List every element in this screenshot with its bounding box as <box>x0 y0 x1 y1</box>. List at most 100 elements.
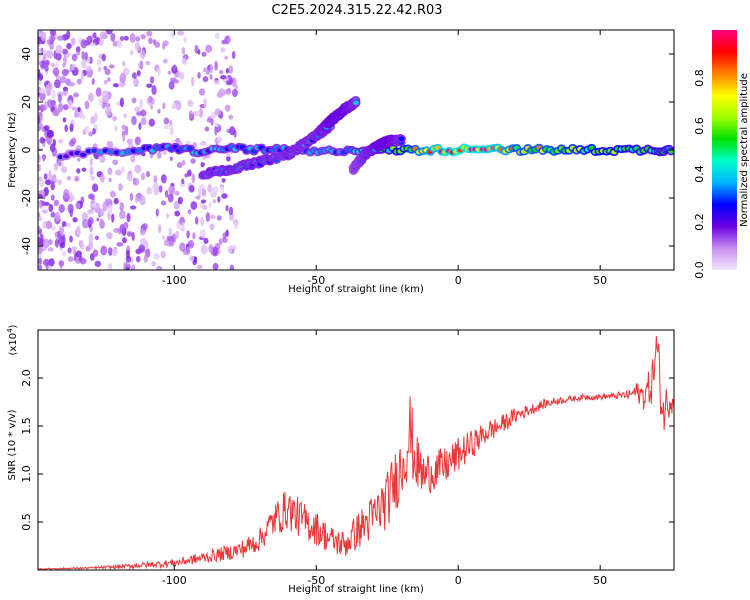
snr-x-tick-label: -50 <box>307 574 325 587</box>
heatmap-cell <box>220 185 224 194</box>
heatmap-cell <box>54 79 61 89</box>
heatmap-cell <box>210 118 214 126</box>
heatmap-cell <box>131 97 137 104</box>
heatmap-cell <box>190 201 198 210</box>
snr-y-axis-title: SNR (10 * v/v) <box>7 409 18 480</box>
heatmap-cell <box>209 223 215 231</box>
heatmap-cell <box>38 225 41 231</box>
heatmap-cell <box>202 204 208 210</box>
heatmap-cell <box>42 50 50 56</box>
heatmap-cell <box>145 61 151 66</box>
heatmap-cell <box>39 88 46 94</box>
heatmap-cell <box>225 68 230 74</box>
heatmap-cell <box>157 224 162 234</box>
colorbar-tick: 0.8 <box>693 69 706 87</box>
heatmap-cell <box>186 246 191 256</box>
heatmap-cell <box>169 120 173 127</box>
heatmap-cell <box>113 227 120 233</box>
heatmap-cell <box>157 151 162 159</box>
heatmap-cell <box>191 76 195 87</box>
heatmap-cell <box>205 212 211 222</box>
heatmap-cell <box>122 132 126 142</box>
heatmap-cell <box>84 125 90 133</box>
heatmap-cell <box>76 78 82 85</box>
heatmap-cell <box>139 195 146 206</box>
spectrogram-x-ticks: -100 -50 0 50 <box>162 30 607 287</box>
heatmap-cell <box>218 88 226 97</box>
heatmap-cell <box>63 69 70 74</box>
heatmap-cell <box>51 90 56 100</box>
heatmap-cell <box>212 186 219 195</box>
colorbar: 0.0 0.2 0.4 0.6 0.8 Normalized spectral ampl… <box>693 30 750 279</box>
heatmap-cell <box>49 42 54 50</box>
heatmap-cell <box>129 205 137 210</box>
heatmap-cell <box>38 236 42 246</box>
heatmap-cell <box>38 194 43 199</box>
heatmap-cell <box>125 266 130 270</box>
heatmap-cell <box>87 217 94 225</box>
heatmap-cell <box>51 225 56 232</box>
heatmap-cell <box>40 104 47 112</box>
heatmap-cell <box>207 185 213 193</box>
colorbar-tick: 0.0 <box>693 261 706 279</box>
heatmap-cell <box>224 88 231 95</box>
heatmap-cell <box>187 169 192 177</box>
heatmap-cell <box>225 80 233 86</box>
heatmap-cell <box>64 124 69 133</box>
heatmap-cell <box>40 138 47 143</box>
heatmap-cell <box>164 190 169 198</box>
snr-scale-label: (x104) <box>6 324 19 355</box>
heatmap-cell <box>59 75 67 84</box>
heatmap-cell <box>234 84 238 90</box>
heatmap-cell <box>183 36 187 44</box>
heatmap-cell <box>209 63 213 74</box>
heatmap-cell <box>180 181 186 188</box>
heatmap-cell <box>65 222 71 228</box>
heatmap-cell <box>115 169 122 176</box>
heatmap-cell <box>140 34 146 40</box>
heatmap-cell <box>50 194 55 201</box>
heatmap-cell <box>140 117 147 126</box>
heatmap-cell <box>229 126 236 136</box>
spectrogram-y-tick-group: 20 <box>20 95 33 109</box>
colorbar-tick-label: 0.8 <box>693 69 706 87</box>
heatmap-cell <box>107 247 113 256</box>
heatmap-cell <box>160 250 166 259</box>
heatmap-cell <box>130 49 134 56</box>
spectrogram-panel: -100 -50 0 50 -40 -20 0 20 40 Height of straigh… <box>7 29 675 295</box>
snr-y-tick-group: 0.5 <box>20 513 33 531</box>
heatmap-cell <box>80 152 87 157</box>
colorbar-tick: 0.4 <box>693 165 706 183</box>
heatmap-cell <box>46 129 54 138</box>
colorbar-tick: 0.2 <box>693 213 706 231</box>
heatmap-cell <box>163 117 170 125</box>
heatmap-cell <box>134 42 141 51</box>
heatmap-cell <box>174 210 181 217</box>
heatmap-cell <box>58 204 65 213</box>
heatmap-cell <box>134 136 141 146</box>
heatmap-cell <box>140 49 146 60</box>
heatmap-cell <box>226 156 231 162</box>
heatmap-cell <box>38 264 43 270</box>
heatmap-cell <box>139 109 147 117</box>
heatmap-cell <box>132 72 137 79</box>
heatmap-cell <box>157 266 161 270</box>
heatmap-cell <box>129 33 136 43</box>
heatmap-cell <box>162 42 166 50</box>
heatmap-cell <box>46 39 51 45</box>
heatmap-cell <box>135 255 141 263</box>
heatmap-cell <box>119 97 124 108</box>
heatmap-cell <box>177 30 185 36</box>
colorbar-tick-label: 0.4 <box>693 165 706 183</box>
heatmap-cell <box>216 215 222 221</box>
heatmap-cell <box>62 221 67 227</box>
heatmap-cell <box>49 30 57 37</box>
heatmap-cell <box>38 30 41 38</box>
heatmap-cell <box>68 81 75 87</box>
heatmap-cell <box>67 247 72 254</box>
heatmap-cell <box>105 30 113 35</box>
heatmap-cell <box>149 76 155 84</box>
heatmap-cell <box>208 201 212 208</box>
heatmap-cell <box>214 60 218 71</box>
heatmap-cell <box>91 78 95 86</box>
